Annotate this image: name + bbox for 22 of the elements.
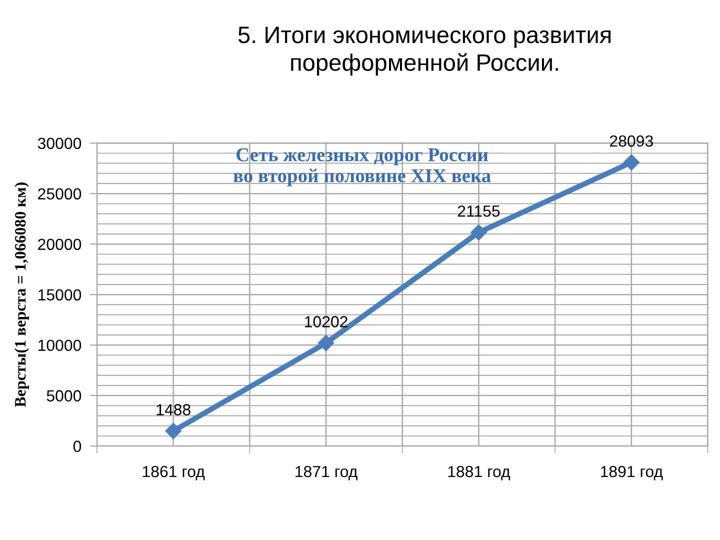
chart-title: 5. Итоги экономического развития пореформенной России.	[238, 26, 611, 76]
data-label: 21155	[458, 205, 500, 217]
y-tick-label: 30000	[38, 138, 82, 150]
x-tick-label: 1881 год	[448, 466, 510, 480]
point	[623, 154, 640, 171]
x-tick-label: 1861 год	[142, 466, 205, 480]
y-tick-label: 25000	[38, 188, 82, 200]
text: Сеть железных дорог России во второй половине XIX века	[234, 148, 491, 186]
point	[470, 224, 488, 241]
data-label: 28093	[610, 135, 653, 147]
x-tick-label: 1871 год	[296, 466, 358, 480]
y-tick-label: 10000	[38, 340, 82, 352]
y-tick-label: 20000	[38, 238, 82, 250]
data-label: 10202	[305, 316, 348, 328]
y-tick-label: 0	[73, 440, 82, 452]
point	[164, 422, 182, 440]
y-tick-label: 5000	[46, 390, 82, 402]
y-axis-title: Версты(1 верста = 1,066080 км)	[14, 182, 29, 408]
data-label: 1488	[156, 404, 190, 416]
y-tick-label: 15000	[38, 289, 82, 301]
x-tick-label: 1891 год	[600, 466, 663, 480]
point	[318, 334, 334, 352]
